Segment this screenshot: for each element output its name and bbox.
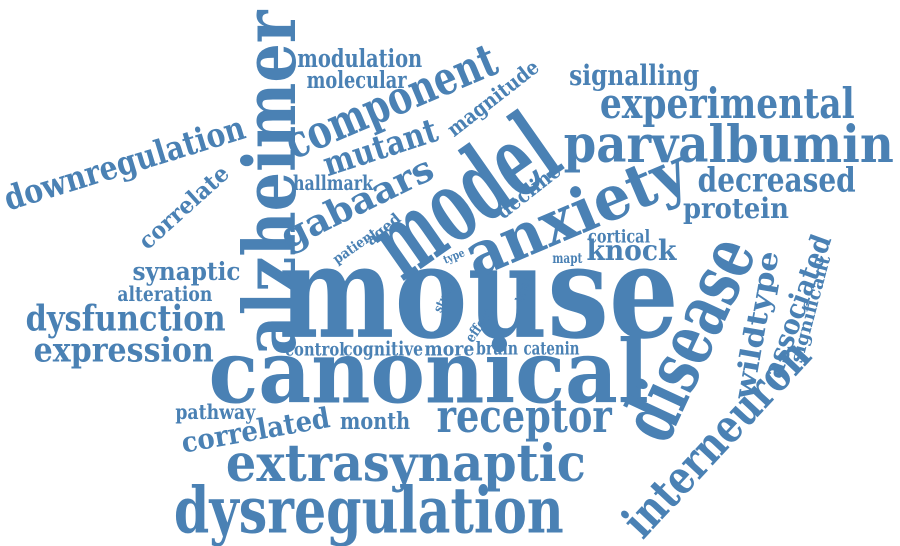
word-pathway: pathway [174,399,255,425]
word-month: month [340,407,411,435]
word-modulation: modulation [297,42,423,74]
word-brain: brain [476,337,519,359]
word-parvalbumin: parvalbumin [563,113,894,175]
word-mapt: mapt [551,249,582,267]
word-signalling: signalling [569,58,700,92]
word-dysfunction: dysfunction [25,296,226,340]
word-experimental: experimental [599,78,855,128]
word-hallmark: hallmark [293,170,374,196]
word-decreased: decreased [697,160,856,200]
word-knock: knock [585,233,676,267]
word-cortical: cortical [588,225,651,247]
word-mouse: mouse [277,216,679,368]
word-protein: protein [682,191,789,225]
word-cognitive: cognitive [343,337,424,361]
word-control: control [284,338,345,360]
word-canonical: canonical [208,320,649,424]
word-more: more [423,337,474,361]
word-dysregulation: dysregulation [173,472,564,546]
word-catenin: catenin [522,337,579,359]
word-synaptic: synaptic [131,255,240,287]
word-extrasynaptic: extrasynaptic [225,432,586,494]
word-alteration: alteration [117,281,213,307]
word-molecular: molecular [306,66,407,94]
word-receptor: receptor [436,388,612,444]
word-expression: expression [33,330,214,370]
